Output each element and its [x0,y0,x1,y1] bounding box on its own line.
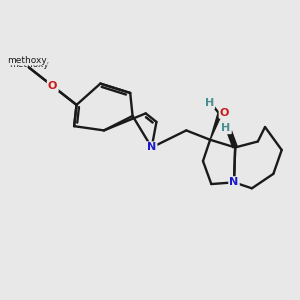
Text: methoxy: methoxy [7,56,47,65]
Text: O: O [220,108,229,118]
Text: methoxy: methoxy [9,60,49,69]
Text: H: H [205,98,214,108]
Text: N: N [230,177,238,188]
Text: N: N [147,142,156,152]
Text: O: O [48,81,57,91]
Text: O: O [48,81,57,91]
Text: H: H [221,123,231,133]
Polygon shape [210,114,221,140]
